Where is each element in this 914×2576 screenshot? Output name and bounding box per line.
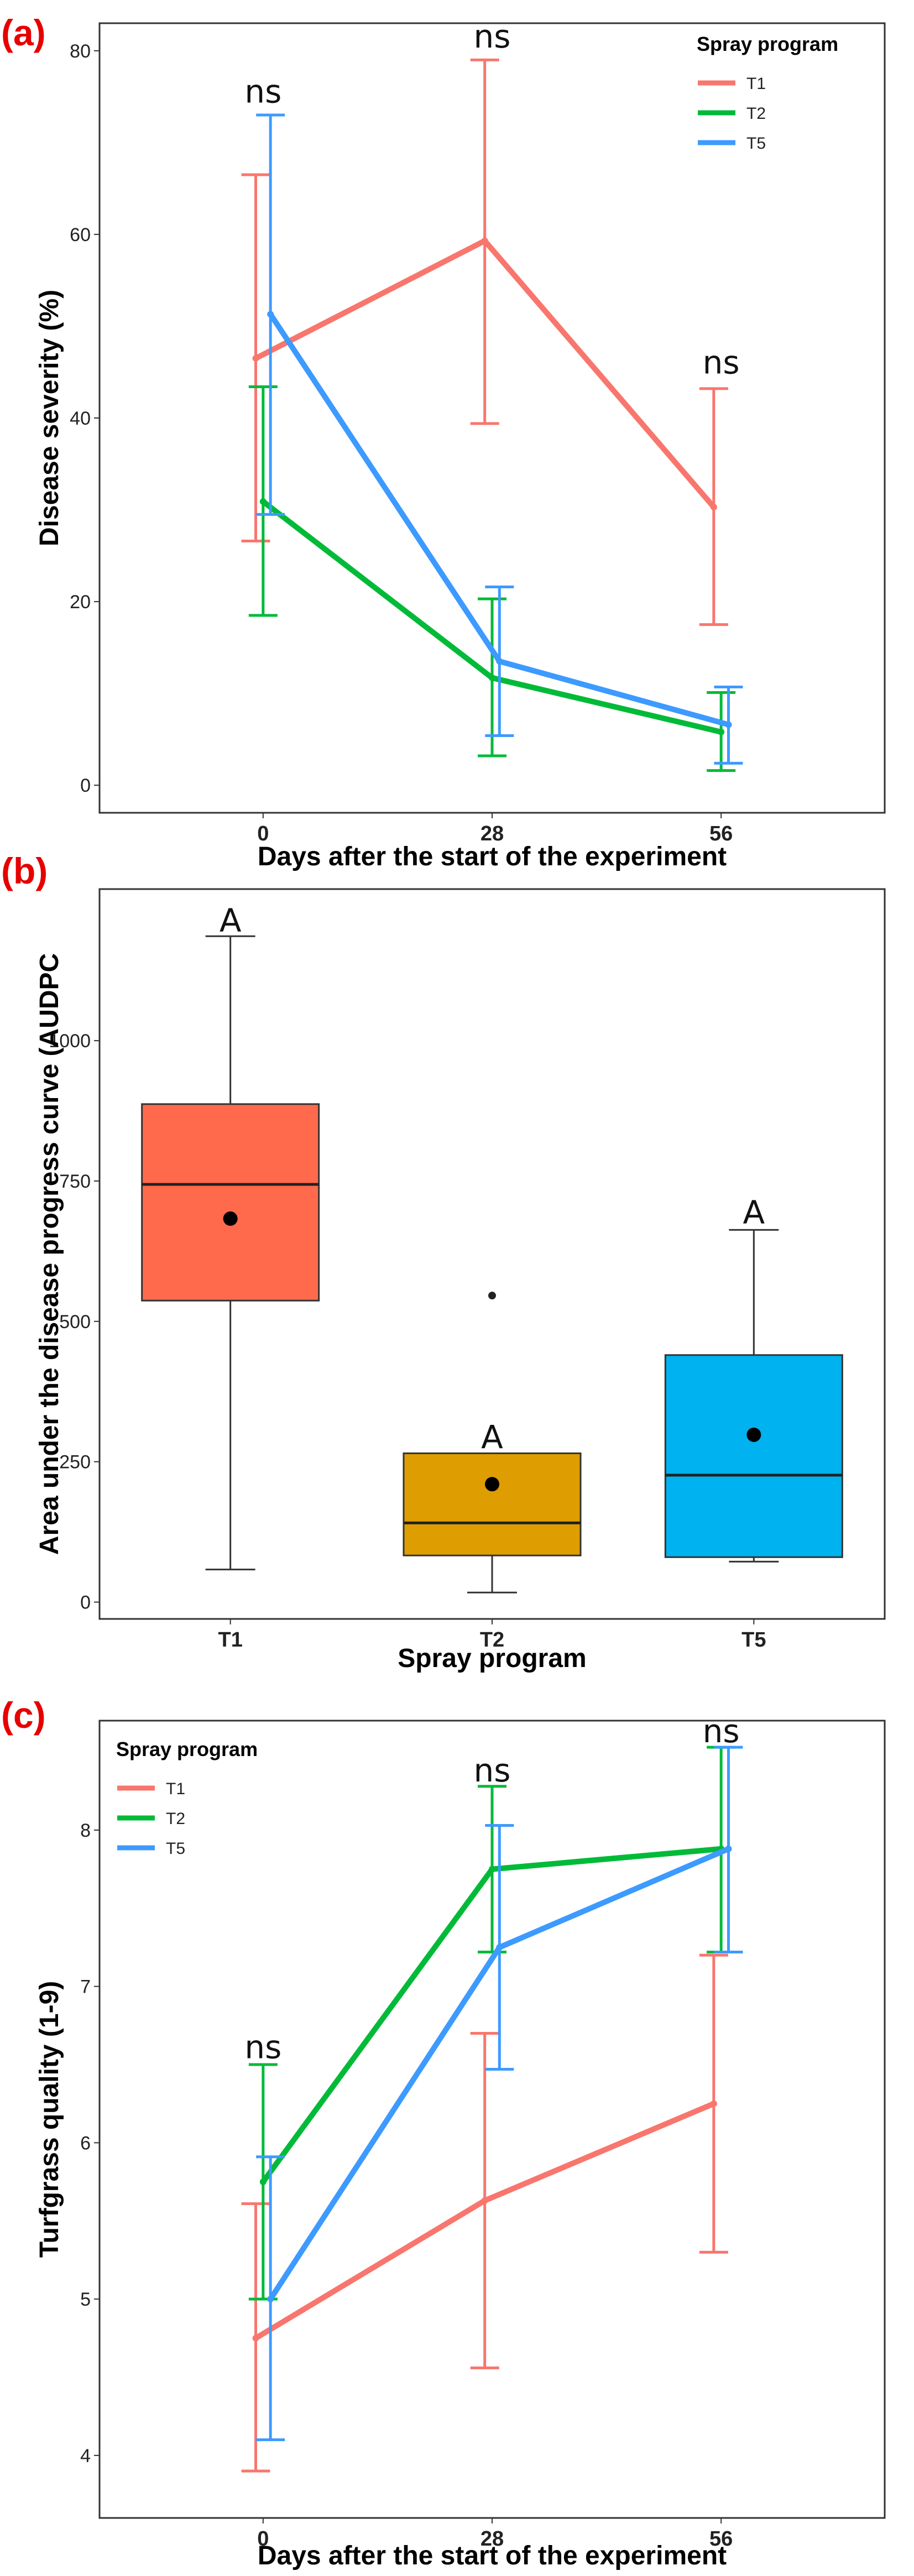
outlier-point	[488, 1292, 496, 1300]
legend-label: T2	[166, 1810, 185, 1828]
panel-c-y-axis-title: Turfgrass quality (1-9)	[35, 1981, 64, 2258]
legend-label: T5	[746, 134, 766, 153]
y-tick-label: 7	[80, 1977, 91, 1998]
panel-a-y-axis-title: Disease severity (%)	[35, 290, 64, 546]
legend-title: Spray program	[116, 1738, 258, 1760]
data-point-t5	[725, 721, 732, 728]
data-point-t2	[259, 498, 267, 505]
panel-a-label: (a)	[1, 12, 46, 53]
data-point-t1	[710, 504, 717, 511]
y-tick-label: 4	[80, 2446, 91, 2467]
data-point-t5	[496, 1943, 503, 1951]
mean-point	[223, 1211, 238, 1226]
significance-letter: A	[220, 902, 242, 939]
y-tick-label: 60	[70, 224, 91, 245]
y-tick-label: 0	[80, 1592, 91, 1613]
data-point-t2	[718, 728, 725, 735]
panel-a: (a) 0 20 40 60 80 0 28 56 ns ns ns Spray program T1 T…	[1, 12, 886, 871]
data-point-t2	[489, 1866, 495, 1873]
y-tick-label: 40	[70, 408, 91, 429]
significance-letter: A	[743, 1194, 765, 1231]
legend: Spray program T1 T2 T5	[697, 33, 838, 153]
data-point-t1	[252, 2334, 259, 2342]
x-tick-label: 56	[709, 822, 733, 845]
x-tick-label: 0	[257, 2527, 269, 2551]
data-point-t5	[496, 658, 503, 665]
data-point-t1	[481, 237, 488, 244]
y-tick-label: 0	[80, 775, 91, 796]
y-tick-label: 80	[70, 41, 91, 62]
data-point-t5	[267, 311, 274, 318]
legend: Spray program T1 T2 T5	[116, 1738, 258, 1858]
x-tick-label: T5	[741, 1628, 766, 1652]
panel-b: (b) 0 250 500 750 1000 T1 T2 T5 A A A Spray progra…	[1, 850, 886, 1673]
significance-letter: A	[481, 1418, 503, 1456]
box-body	[403, 1452, 582, 1556]
legend-label: T2	[746, 104, 766, 123]
panel-b-x-axis-title: Spray program	[398, 1644, 586, 1673]
data-point-t1	[252, 355, 259, 362]
x-tick-label: 28	[480, 2527, 504, 2551]
y-tick-label: 500	[59, 1311, 91, 1333]
legend-label: T5	[166, 1840, 185, 1858]
y-tick-label: 5	[80, 2289, 91, 2310]
y-tick-label: 750	[59, 1171, 91, 1192]
data-point-t1	[710, 2100, 717, 2107]
x-tick-label: T1	[218, 1628, 242, 1652]
panel-c-label: (c)	[1, 1695, 46, 1736]
data-point-t2	[489, 674, 495, 681]
legend-label: T1	[746, 75, 766, 93]
box-t5: A	[664, 1194, 843, 1563]
significance-label: ns	[703, 343, 740, 381]
panel-c-x-axis-title: Days after the start of the experiment	[258, 2541, 727, 2570]
significance-label: ns	[703, 1712, 740, 1750]
data-point-t1	[481, 2197, 488, 2204]
significance-label: ns	[474, 1752, 511, 1789]
data-point-t2	[259, 2178, 267, 2186]
legend-title: Spray program	[697, 33, 838, 55]
significance-label: ns	[474, 18, 511, 55]
x-tick-label: T2	[480, 1628, 504, 1652]
panel-a-x-axis-title: Days after the start of the experiment	[258, 842, 727, 871]
mean-point	[485, 1477, 499, 1492]
mean-point	[746, 1427, 761, 1442]
x-tick-label: 56	[709, 2527, 733, 2551]
x-tick-label: 0	[257, 822, 269, 845]
panel-b-label: (b)	[1, 850, 48, 891]
y-tick-label: 8	[80, 1820, 91, 1841]
y-tick-label: 250	[59, 1452, 91, 1473]
box-t1: A	[141, 902, 320, 1571]
panel-b-y-axis-title: Area under the disease progress curve (A…	[35, 953, 64, 1555]
x-tick-label: 28	[480, 822, 504, 845]
box-body	[664, 1354, 843, 1558]
y-tick-label: 1000	[49, 1031, 91, 1052]
data-point-t5	[725, 1845, 732, 1852]
significance-label: ns	[244, 2028, 281, 2066]
significance-label: ns	[244, 72, 281, 110]
box-t2: A	[403, 1292, 582, 1593]
data-point-t5	[267, 2296, 274, 2303]
y-tick-label: 6	[80, 2133, 91, 2154]
legend-label: T1	[166, 1780, 185, 1798]
y-tick-label: 20	[70, 592, 91, 613]
box-body	[141, 1103, 320, 1302]
